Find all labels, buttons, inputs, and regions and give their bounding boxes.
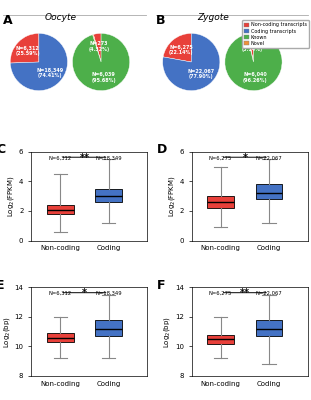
Wedge shape: [225, 33, 282, 91]
PathPatch shape: [95, 320, 122, 336]
PathPatch shape: [256, 320, 282, 336]
Text: B: B: [156, 14, 165, 27]
Text: N=6,275: N=6,275: [209, 291, 232, 296]
Text: Oocyte: Oocyte: [45, 13, 77, 22]
Text: F: F: [157, 278, 165, 292]
Text: N=235
(3.14%): N=235 (3.14%): [241, 41, 262, 52]
Text: N=273
(4.32%): N=273 (4.32%): [88, 41, 109, 52]
Text: N=22,067: N=22,067: [256, 291, 282, 296]
Text: N=6,275: N=6,275: [209, 156, 232, 161]
PathPatch shape: [207, 335, 234, 344]
Y-axis label: Log$_2$(FPKM): Log$_2$(FPKM): [6, 175, 16, 217]
Text: **: **: [79, 153, 89, 163]
Wedge shape: [93, 33, 101, 62]
Text: N=6,312: N=6,312: [49, 291, 72, 296]
Text: N=6,275
(22.14%): N=6,275 (22.14%): [169, 44, 193, 55]
Wedge shape: [247, 34, 253, 62]
Wedge shape: [163, 33, 191, 62]
Wedge shape: [93, 34, 101, 62]
Y-axis label: Log$_2$(bp): Log$_2$(bp): [2, 316, 12, 348]
Wedge shape: [72, 33, 130, 91]
Text: Zygote: Zygote: [197, 13, 229, 22]
Wedge shape: [248, 33, 253, 62]
Text: *: *: [82, 288, 87, 298]
Text: N=22,067
(77.90%): N=22,067 (77.90%): [188, 69, 215, 80]
Text: D: D: [157, 143, 167, 156]
PathPatch shape: [95, 189, 122, 202]
Text: N=6,040
(96.26%): N=6,040 (96.26%): [243, 72, 268, 83]
Text: N=22,067: N=22,067: [256, 156, 282, 161]
Text: N=18,349: N=18,349: [95, 291, 122, 296]
Text: N=18,349
(74.41%): N=18,349 (74.41%): [37, 68, 64, 78]
Wedge shape: [10, 33, 39, 63]
PathPatch shape: [47, 205, 73, 214]
Text: **: **: [240, 288, 250, 298]
Text: N=6,312: N=6,312: [49, 156, 72, 161]
Text: C: C: [0, 143, 5, 156]
PathPatch shape: [256, 184, 282, 199]
Y-axis label: Log$_2$(bp): Log$_2$(bp): [162, 316, 172, 348]
Legend: Non-coding transcripts, Coding transcripts, Known, Novel: Non-coding transcripts, Coding transcrip…: [242, 20, 309, 48]
PathPatch shape: [47, 333, 73, 342]
Y-axis label: Log$_2$(FPKM): Log$_2$(FPKM): [167, 175, 177, 217]
Text: N=6,039
(95.68%): N=6,039 (95.68%): [91, 72, 116, 83]
Wedge shape: [10, 33, 67, 91]
Text: *: *: [242, 153, 247, 163]
Wedge shape: [163, 33, 220, 91]
Text: N=6,312
(25.59%): N=6,312 (25.59%): [15, 46, 40, 56]
PathPatch shape: [207, 196, 234, 208]
Text: N=18,349: N=18,349: [95, 156, 122, 161]
Text: A: A: [3, 14, 13, 27]
Text: E: E: [0, 278, 5, 292]
